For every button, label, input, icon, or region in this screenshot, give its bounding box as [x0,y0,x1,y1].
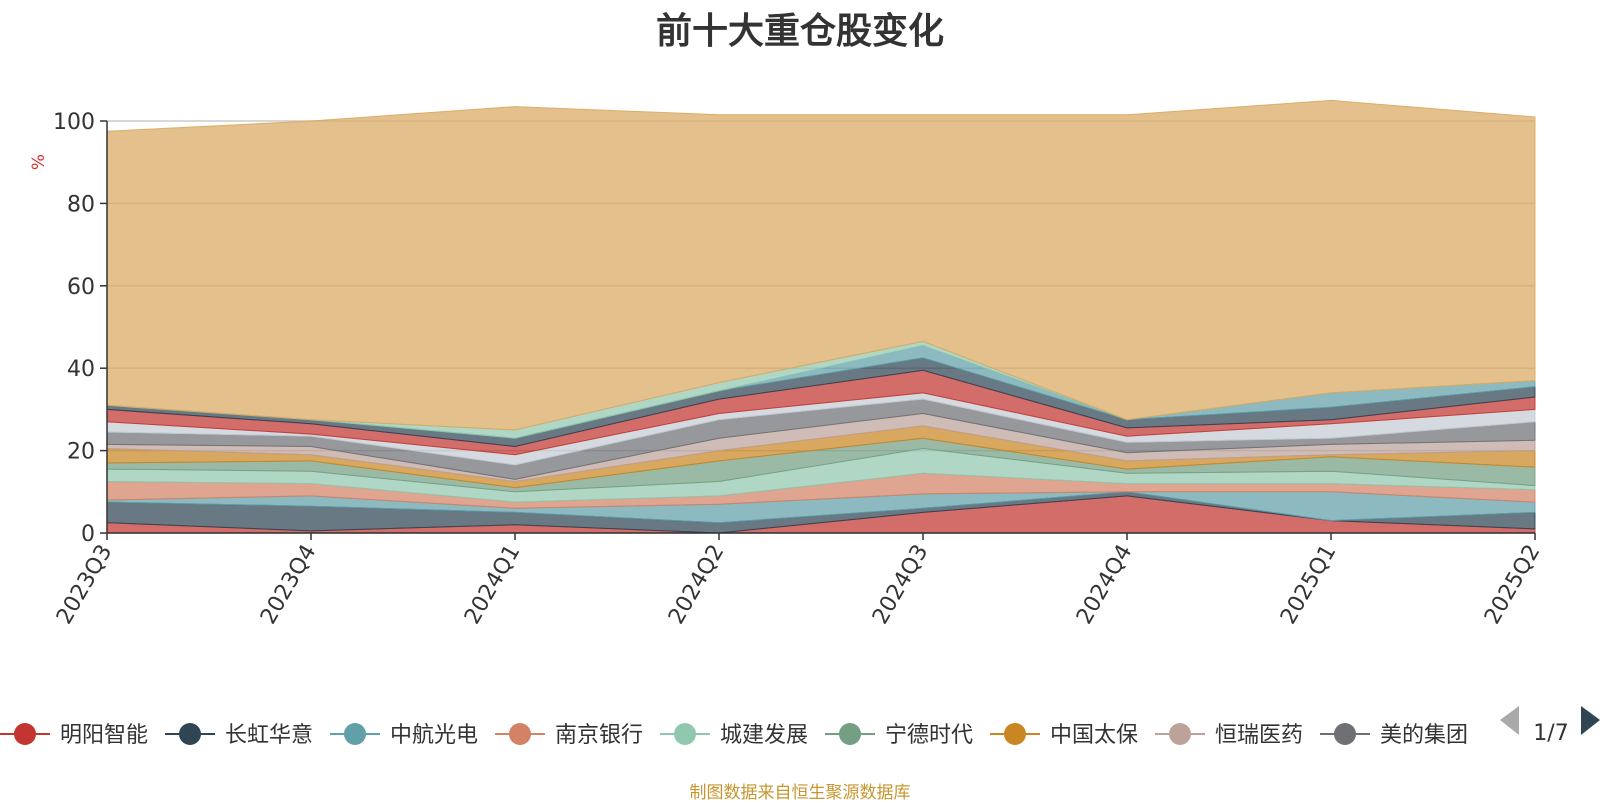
legend-item-长虹华意[interactable]: 长虹华意 [165,723,313,748]
chart-title: 前十大重仓股变化 [655,11,944,52]
legend-pager[interactable]: 1/7 [1500,706,1600,746]
x-tick-label: 2023Q4 [256,541,321,629]
legend-prev-icon[interactable] [1500,706,1519,735]
y-tick-label: 20 [67,440,95,465]
legend-item-宁德时代[interactable]: 宁德时代 [825,723,973,748]
x-tick-label: 2025Q1 [1276,541,1341,629]
y-tick-label: 80 [67,192,95,217]
x-tick-label: 2023Q3 [52,541,117,629]
legend-item-城建发展[interactable]: 城建发展 [660,723,808,748]
legend-label: 恒瑞医药 [1215,723,1303,748]
legend-item-中国太保[interactable]: 中国太保 [990,723,1138,748]
legend-item-恒瑞医药[interactable]: 恒瑞医药 [1155,723,1303,748]
legend-item-中航光电[interactable]: 中航光电 [330,723,478,748]
x-tick-label: 2024Q2 [664,541,729,629]
legend-label: 中国太保 [1050,723,1138,748]
y-tick-label: 100 [53,110,95,135]
area-series-其他 [106,99,1536,431]
x-tick-label: 2024Q4 [1072,541,1137,629]
legend-next-icon[interactable] [1581,706,1600,735]
legend-label: 城建发展 [720,723,808,748]
legend-label: 宁德时代 [885,723,973,748]
legend-item-南京银行[interactable]: 南京银行 [495,723,643,748]
legend-label: 中航光电 [390,723,478,748]
y-tick-label: 60 [67,275,95,300]
legend-item-美的集团[interactable]: 美的集团 [1320,723,1468,748]
y-tick-label: 40 [67,357,95,382]
x-tick-label: 2024Q1 [460,541,525,629]
legend-label: 长虹华意 [225,723,313,748]
legend-page-indicator: 1/7 [1533,721,1568,746]
legend-label: 美的集团 [1380,723,1468,748]
legend-label: 明阳智能 [60,723,148,748]
legend-label: 南京银行 [555,723,643,748]
x-tick-label: 2024Q3 [868,541,933,629]
x-tick-label: 2025Q2 [1480,541,1545,629]
y-axis-label: % [29,154,49,170]
legend[interactable]: 明阳智能 长虹华意 中航光电 南京银行 城建发展 宁德时代 中国太保 恒瑞医药 美的集团 [0,723,1468,748]
source-note: 制图数据来自恒生聚源数据库 [689,783,911,803]
stacked-areas [106,99,1536,534]
legend-item-明阳智能[interactable]: 明阳智能 [0,723,148,748]
y-tick-label: 0 [81,522,95,547]
